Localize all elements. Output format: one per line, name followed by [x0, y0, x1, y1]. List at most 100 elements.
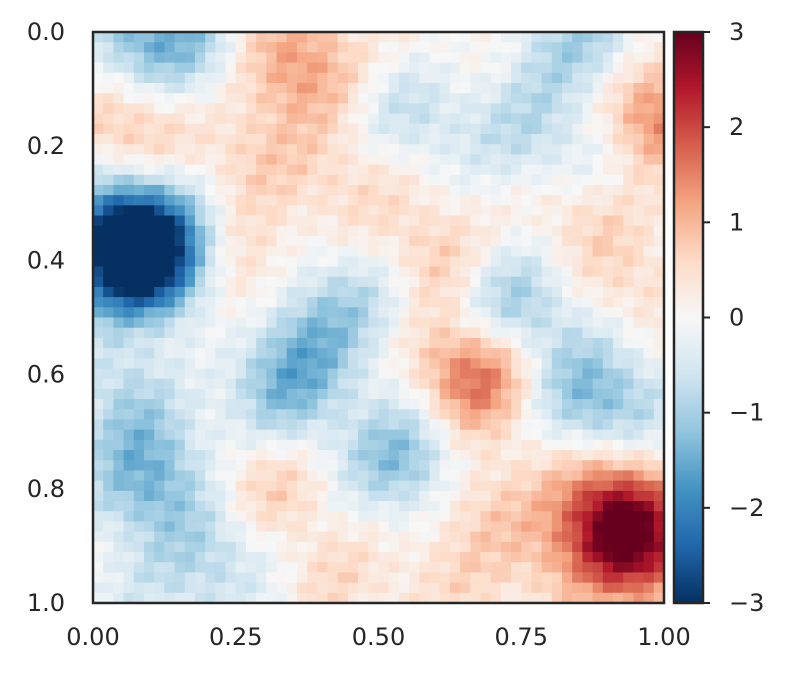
- heatmap-cell: [317, 511, 329, 523]
- heatmap-cell: [521, 501, 533, 512]
- heatmap-cell: [286, 399, 298, 410]
- heatmap-cell: [358, 409, 369, 421]
- heatmap-cell: [613, 235, 624, 247]
- heatmap-cell: [133, 42, 145, 53]
- heatmap-cell: [378, 592, 390, 604]
- heatmap-cell: [205, 154, 216, 166]
- heatmap-cell: [296, 337, 308, 349]
- heatmap-cell: [205, 82, 216, 94]
- heatmap-cell: [256, 82, 267, 94]
- heatmap-cell: [470, 490, 482, 502]
- heatmap-cell: [643, 256, 655, 268]
- heatmap-cell: [470, 378, 482, 390]
- heatmap-cell: [337, 123, 349, 135]
- heatmap-cell: [470, 358, 482, 370]
- heatmap-cell: [623, 82, 635, 94]
- heatmap-cell: [317, 439, 329, 451]
- heatmap-cell: [460, 215, 471, 227]
- heatmap-cell: [521, 552, 533, 563]
- heatmap-cell: [551, 286, 563, 298]
- heatmap-cell: [93, 276, 104, 288]
- heatmap-cell: [653, 450, 665, 461]
- heatmap-cell: [531, 266, 543, 278]
- heatmap-cell: [409, 144, 420, 155]
- heatmap-cell: [562, 531, 573, 543]
- heatmap-cell: [439, 256, 451, 268]
- heatmap-cell: [562, 450, 573, 461]
- heatmap-cell: [572, 276, 584, 288]
- heatmap-cell: [429, 582, 441, 594]
- heatmap-cell: [276, 62, 288, 74]
- heatmap-cell: [388, 62, 400, 74]
- heatmap-cell: [225, 266, 237, 278]
- heatmap-cell: [398, 541, 410, 553]
- heatmap-cell: [256, 235, 267, 247]
- heatmap-cell: [358, 123, 369, 135]
- heatmap-cell: [133, 215, 145, 227]
- heatmap-cell: [327, 490, 339, 502]
- heatmap-cell: [296, 541, 308, 553]
- heatmap-cell: [194, 592, 206, 604]
- heatmap-cell: [378, 490, 390, 502]
- heatmap-cell: [429, 562, 441, 574]
- heatmap-cell: [113, 286, 125, 298]
- heatmap-cell: [511, 307, 522, 319]
- heatmap-cell: [398, 552, 410, 563]
- heatmap-cell: [439, 409, 451, 421]
- heatmap-cell: [317, 307, 329, 319]
- heatmap-cell: [103, 256, 114, 268]
- heatmap-cell: [113, 450, 125, 461]
- heatmap-cell: [225, 521, 237, 533]
- heatmap-cell: [602, 582, 614, 594]
- heatmap-cell: [460, 266, 471, 278]
- heatmap-cell: [551, 501, 563, 512]
- heatmap-cell: [429, 276, 441, 288]
- heatmap-cell: [296, 429, 308, 441]
- heatmap-cell: [225, 450, 237, 461]
- heatmap-cell: [154, 460, 165, 472]
- heatmap-cell: [266, 501, 278, 512]
- heatmap-cell: [184, 562, 196, 574]
- heatmap-cell: [113, 501, 125, 512]
- heatmap-cell: [623, 541, 635, 553]
- heatmap-cell: [143, 276, 155, 288]
- heatmap-cell: [307, 133, 318, 145]
- heatmap-cell: [521, 572, 533, 584]
- heatmap-cell: [531, 399, 543, 410]
- heatmap-cell: [225, 399, 237, 410]
- heatmap-cell: [225, 592, 237, 604]
- heatmap-cell: [143, 225, 155, 237]
- heatmap-cell: [174, 154, 186, 166]
- heatmap-cell: [378, 429, 390, 441]
- heatmap-cell: [266, 348, 278, 359]
- heatmap-cell: [194, 501, 206, 512]
- heatmap-cell: [337, 327, 349, 339]
- heatmap-cell: [245, 32, 257, 43]
- heatmap-cell: [602, 450, 614, 461]
- heatmap-cell: [307, 164, 318, 176]
- heatmap-cell: [194, 113, 206, 125]
- heatmap-cell: [368, 439, 380, 451]
- heatmap-cell: [551, 276, 563, 288]
- heatmap-cell: [256, 307, 267, 319]
- heatmap-cell: [511, 123, 522, 135]
- heatmap-cell: [592, 52, 604, 64]
- heatmap-cell: [103, 378, 114, 390]
- heatmap-cell: [409, 184, 420, 196]
- heatmap-cell: [103, 429, 114, 441]
- heatmap-cell: [470, 113, 482, 125]
- heatmap-cell: [409, 399, 420, 410]
- heatmap-cell: [409, 72, 420, 84]
- heatmap-cell: [123, 531, 135, 543]
- heatmap-cell: [307, 42, 318, 53]
- heatmap-cell: [449, 460, 461, 472]
- heatmap-cell: [398, 348, 410, 359]
- heatmap-cell: [633, 113, 645, 125]
- heatmap-cell: [592, 429, 604, 441]
- heatmap-cell: [653, 490, 665, 502]
- heatmap-cell: [276, 72, 288, 84]
- heatmap-cell: [470, 93, 482, 104]
- heatmap-cell: [643, 103, 655, 115]
- heatmap-cell: [358, 511, 369, 523]
- heatmap-cell: [266, 62, 278, 74]
